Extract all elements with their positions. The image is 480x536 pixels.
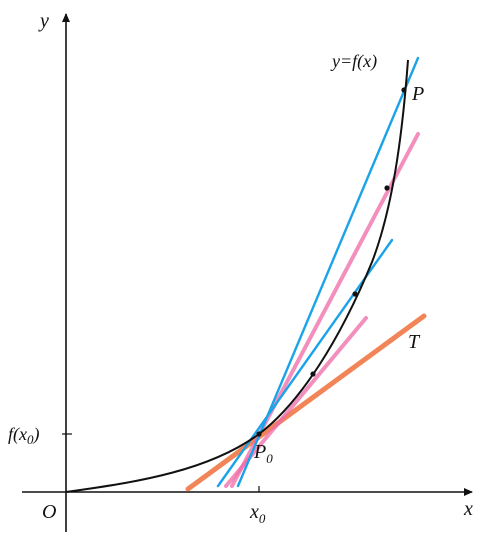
fx0-prefix: f(x	[8, 424, 27, 445]
curve-point-3	[384, 185, 390, 191]
x0-sub: 0	[259, 511, 266, 526]
point-p0-sub: 0	[266, 451, 273, 466]
y-axis-label: y	[38, 10, 49, 32]
curve-point-1	[310, 371, 316, 377]
fx0-sub: 0	[27, 432, 34, 447]
tangent-label: T	[408, 331, 421, 353]
point-p-dot	[401, 87, 407, 93]
point-p0-main: P	[253, 441, 266, 463]
curve-point-2	[352, 291, 358, 297]
secant-line-pp0	[236, 56, 420, 488]
point-p0-label: P0	[253, 441, 273, 466]
x0-main: x	[249, 501, 259, 523]
curve-label: y=f(x)	[330, 51, 377, 72]
fx0-suffix: )	[32, 424, 39, 445]
x-axis-label: x	[463, 498, 473, 520]
point-p0-dot	[256, 431, 262, 437]
curve-f	[65, 59, 409, 493]
fx0-label: f(x0)	[8, 424, 39, 447]
x0-label: x0	[249, 501, 266, 526]
point-p-label: P	[411, 83, 424, 105]
origin-label: O	[42, 501, 56, 523]
tangent-line-t	[185, 313, 427, 492]
